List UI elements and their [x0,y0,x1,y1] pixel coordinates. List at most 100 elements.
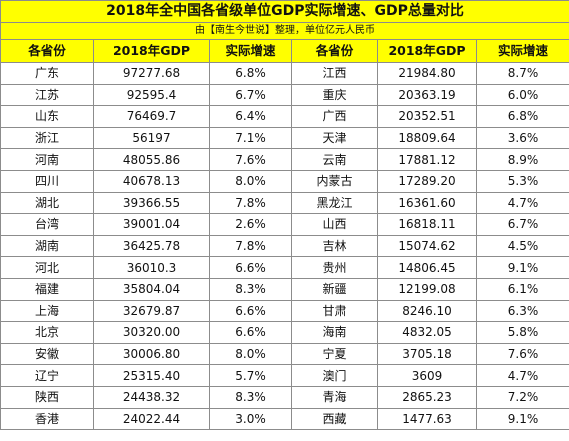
province-cell: 陕西 [0,385,94,409]
gdp-cell: 30006.80 [93,342,210,366]
subtitle-row: 由【南生今世说】整理，单位亿元人民币 [0,22,569,40]
province-cell: 浙江 [0,126,94,150]
growth-cell: 6.6% [209,256,292,279]
province-cell: 吉林 [291,234,378,258]
province-cell: 上海 [0,299,94,323]
gdp-cell: 76469.7 [93,105,210,128]
gdp-cell: 18809.64 [377,126,477,150]
growth-cell: 6.7% [209,83,292,107]
gdp-cell: 32679.87 [93,299,210,323]
gdp-cell: 3705.18 [377,342,477,366]
gdp-cell: 4832.05 [377,321,477,344]
gdp-cell: 16361.60 [377,191,477,215]
growth-cell: 5.7% [209,364,292,387]
gdp-cell: 97277.68 [93,62,210,85]
table-row: 辽宁 25315.40 5.7% 澳门 3609 4.7% [0,364,569,387]
gdp-cell: 21984.80 [377,62,477,85]
province-cell: 江苏 [0,83,94,107]
gdp-cell: 14806.45 [377,256,477,279]
province-cell: 内蒙古 [291,169,378,193]
table-row: 香港 24022.44 3.0% 西藏 1477.63 9.1% [0,407,569,431]
table-row: 台湾 39001.04 2.6% 山西 16818.11 6.7% [0,213,569,236]
province-cell: 四川 [0,169,94,193]
province-cell: 新疆 [291,277,378,301]
table-row: 河南 48055.86 7.6% 云南 17881.12 8.9% [0,148,569,171]
province-cell: 山东 [0,105,94,128]
growth-cell: 6.0% [475,83,569,107]
gdp-cell: 35804.04 [93,277,210,301]
table-subtitle: 由【南生今世说】整理，单位亿元人民币 [0,22,569,40]
gdp-cell: 36010.3 [93,256,210,279]
gdp-cell: 20352.51 [377,105,477,128]
province-cell: 云南 [291,148,378,171]
gdp-cell: 17289.20 [377,169,477,193]
gdp-cell: 2865.23 [377,385,477,409]
table-row: 河北 36010.3 6.6% 贵州 14806.45 9.1% [0,256,569,279]
header-gdp-left: 2018年GDP [93,39,210,63]
table-row: 安徽 30006.80 8.0% 宁夏 3705.18 7.6% [0,342,569,366]
growth-cell: 3.6% [475,126,569,150]
province-cell: 山西 [291,213,378,236]
province-cell: 湖南 [0,234,94,258]
header-growth-left: 实际增速 [209,39,292,63]
growth-cell: 3.0% [209,407,292,431]
growth-cell: 8.3% [209,277,292,301]
province-cell: 河北 [0,256,94,279]
table-row: 陕西 24438.32 8.3% 青海 2865.23 7.2% [0,385,569,409]
growth-cell: 6.6% [209,299,292,323]
province-cell: 澳门 [291,364,378,387]
growth-cell: 6.3% [475,299,569,323]
growth-cell: 8.3% [209,385,292,409]
growth-cell: 4.5% [475,234,569,258]
province-cell: 广西 [291,105,378,128]
growth-cell: 2.6% [209,213,292,236]
header-gdp-right: 2018年GDP [377,39,477,63]
province-cell: 福建 [0,277,94,301]
header-province-right: 各省份 [291,39,378,63]
table-row: 山东 76469.7 6.4% 广西 20352.51 6.8% [0,105,569,128]
province-cell: 江西 [291,62,378,85]
gdp-cell: 39001.04 [93,213,210,236]
gdp-cell: 39366.55 [93,191,210,215]
growth-cell: 6.7% [475,213,569,236]
gdp-cell: 24438.32 [93,385,210,409]
table-row: 江苏 92595.4 6.7% 重庆 20363.19 6.0% [0,83,569,107]
gdp-cell: 16818.11 [377,213,477,236]
growth-cell: 4.7% [475,191,569,215]
province-cell: 青海 [291,385,378,409]
growth-cell: 6.8% [475,105,569,128]
province-cell: 贵州 [291,256,378,279]
growth-cell: 7.2% [475,385,569,409]
growth-cell: 8.9% [475,148,569,171]
province-cell: 宁夏 [291,342,378,366]
gdp-cell: 15074.62 [377,234,477,258]
growth-cell: 5.8% [475,321,569,344]
growth-cell: 6.8% [209,62,292,85]
gdp-cell: 8246.10 [377,299,477,323]
growth-cell: 7.8% [209,191,292,215]
province-cell: 辽宁 [0,364,94,387]
gdp-cell: 3609 [377,364,477,387]
gdp-cell: 40678.13 [93,169,210,193]
title-row: 2018年全中国各省级单位GDP实际增速、GDP总量对比 [0,0,569,23]
growth-cell: 6.1% [475,277,569,301]
table-row: 北京 30320.00 6.6% 海南 4832.05 5.8% [0,321,569,344]
gdp-cell: 25315.40 [93,364,210,387]
table-row: 上海 32679.87 6.6% 甘肃 8246.10 6.3% [0,299,569,323]
province-cell: 重庆 [291,83,378,107]
growth-cell: 9.1% [475,407,569,431]
table-body: 广东 97277.68 6.8% 江西 21984.80 8.7% 江苏 92595.4 6.7… [0,62,569,431]
growth-cell: 7.6% [209,148,292,171]
table-row: 福建 35804.04 8.3% 新疆 12199.08 6.1% [0,277,569,301]
gdp-cell: 36425.78 [93,234,210,258]
province-cell: 黑龙江 [291,191,378,215]
growth-cell: 6.6% [209,321,292,344]
gdp-cell: 20363.19 [377,83,477,107]
province-cell: 台湾 [0,213,94,236]
province-cell: 河南 [0,148,94,171]
growth-cell: 7.1% [209,126,292,150]
growth-cell: 8.0% [209,342,292,366]
gdp-cell: 17881.12 [377,148,477,171]
province-cell: 北京 [0,321,94,344]
